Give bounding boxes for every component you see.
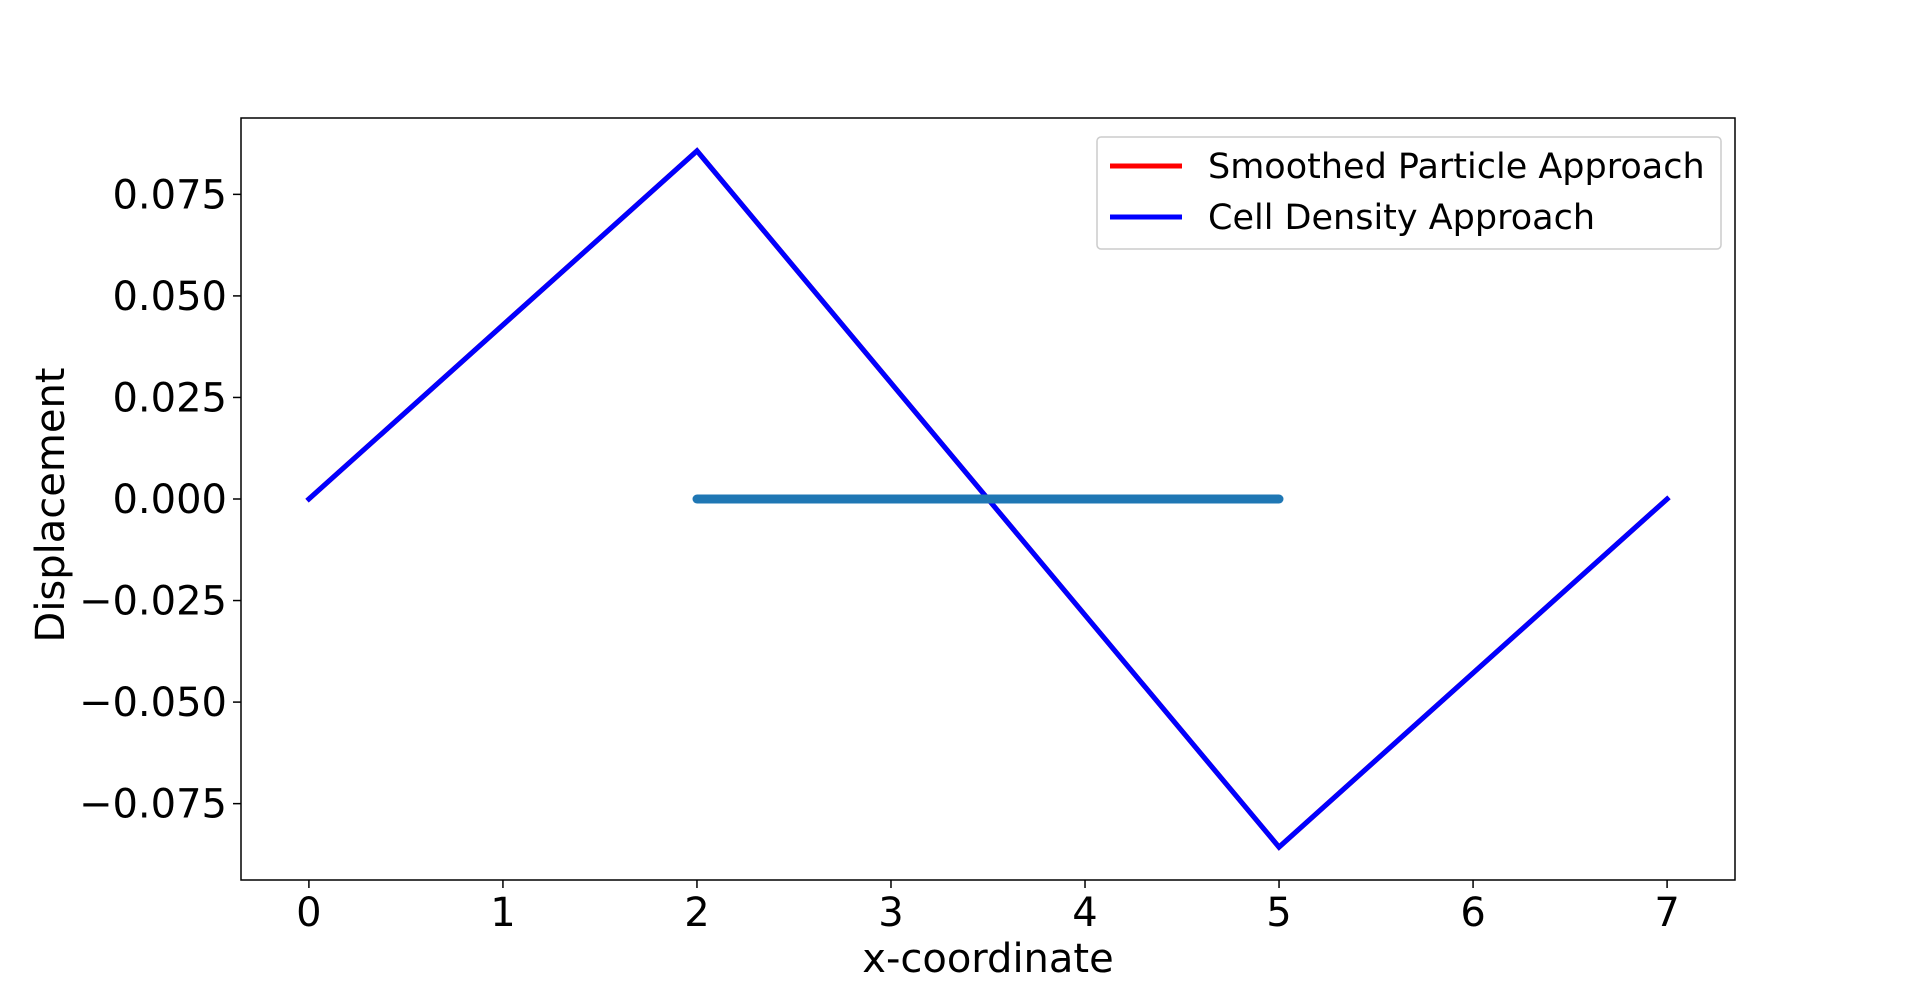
x-tick-label: 7: [1654, 890, 1679, 936]
x-tick-label: 4: [1072, 890, 1097, 936]
legend-label: Cell Density Approach: [1208, 198, 1595, 238]
axes-ticks: 0 1 2 3 4 5 6 7 0.075 0.050 0.025 0.000 −0.025 −0.050…: [79, 172, 1680, 936]
plot-area: [305, 147, 1671, 851]
x-tick-label: 5: [1266, 890, 1291, 936]
x-tick-label: 3: [878, 890, 903, 936]
legend: Smoothed Particle Approach Cell Density A…: [1096, 136, 1722, 250]
y-tick-label: 0.050: [112, 274, 227, 320]
y-tick-label: −0.050: [79, 680, 227, 726]
y-axis-label: Displacement: [28, 368, 74, 643]
y-tick-label: 0.075: [112, 172, 227, 218]
legend-label: Smoothed Particle Approach: [1208, 147, 1705, 187]
x-tick-label: 2: [684, 890, 709, 936]
y-tick-label: 0.000: [112, 477, 227, 523]
y-tick-label: −0.025: [79, 579, 227, 625]
x-tick-label: 0: [296, 890, 321, 936]
y-tick-label: 0.025: [112, 375, 227, 421]
y-tick-label: −0.075: [79, 782, 227, 828]
legend-box: [1096, 136, 1722, 250]
x-tick-label: 1: [490, 890, 515, 936]
x-axis-label: x-coordinate: [862, 936, 1113, 982]
x-tick-label: 6: [1460, 890, 1485, 936]
